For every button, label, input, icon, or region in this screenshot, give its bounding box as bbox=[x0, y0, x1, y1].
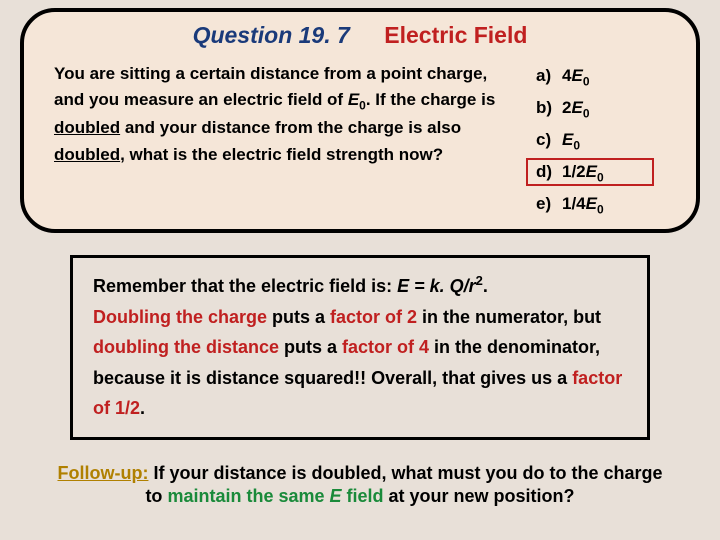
opt-b-var: E bbox=[571, 98, 582, 117]
opt-c-sub: 0 bbox=[573, 138, 580, 152]
explanation-box: Remember that the electric field is: E =… bbox=[70, 255, 650, 440]
ex-l2f: puts a bbox=[279, 337, 342, 357]
question-text: You are sitting a certain distance from … bbox=[54, 61, 496, 221]
ex-l2c: factor of 2 bbox=[330, 307, 417, 327]
option-c: c)E0 bbox=[536, 125, 666, 157]
q-p4: , what is the electric field strength no… bbox=[120, 145, 443, 164]
ex-l1sup: 2 bbox=[476, 273, 483, 288]
answer-highlight bbox=[526, 158, 654, 186]
opt-c-letter: c) bbox=[536, 125, 562, 156]
fu-green: maintain the same bbox=[167, 486, 329, 506]
option-e: e)1/4E0 bbox=[536, 189, 666, 221]
opt-c-var: E bbox=[562, 130, 573, 149]
opt-e-sub: 0 bbox=[597, 202, 604, 216]
opt-b-sub: 0 bbox=[583, 106, 590, 120]
ex-l2e: doubling the distance bbox=[93, 337, 279, 357]
ex-l1b: E = k. Q/r bbox=[397, 276, 476, 296]
option-b: b)2E0 bbox=[536, 93, 666, 125]
fu-p2: at your new position? bbox=[384, 486, 575, 506]
q-sub1: 0 bbox=[359, 99, 366, 113]
fu-ital: E bbox=[330, 486, 342, 506]
q-p3: and your distance from the charge is als… bbox=[120, 118, 461, 137]
opt-a-sub: 0 bbox=[583, 74, 590, 88]
question-content: You are sitting a certain distance from … bbox=[54, 61, 666, 221]
opt-e-letter: e) bbox=[536, 189, 562, 220]
q-u1: doubled bbox=[54, 118, 120, 137]
q-p2: . If the charge is bbox=[366, 90, 495, 109]
q-u2: doubled bbox=[54, 145, 120, 164]
opt-b-letter: b) bbox=[536, 93, 562, 124]
ex-l1c: . bbox=[483, 276, 488, 296]
explain-line2: Doubling the charge puts a factor of 2 i… bbox=[93, 302, 627, 424]
ex-l2b: puts a bbox=[267, 307, 330, 327]
question-topic: Electric Field bbox=[384, 22, 527, 48]
ex-l2j: . bbox=[140, 398, 145, 418]
question-box: Question 19. 7 Electric Field You are si… bbox=[20, 8, 700, 233]
followup-text: Follow-up: If your distance is doubled, … bbox=[50, 462, 670, 509]
ex-l2a: Doubling the charge bbox=[93, 307, 267, 327]
opt-e-var: E bbox=[586, 194, 597, 213]
explain-line1: Remember that the electric field is: E =… bbox=[93, 270, 627, 302]
q-var1: E bbox=[348, 90, 359, 109]
opt-a-var: E bbox=[571, 66, 582, 85]
fu-label: Follow-up: bbox=[57, 463, 148, 483]
question-number: Question 19. 7 bbox=[193, 22, 350, 48]
option-a: a)4E0 bbox=[536, 61, 666, 93]
options-list: a)4E0 b)2E0 c)E0 d)1/2E0 e)1/4E0 bbox=[536, 61, 666, 221]
ex-l2d: in the numerator, but bbox=[417, 307, 601, 327]
fu-green2: field bbox=[342, 486, 384, 506]
opt-e-pre: 1/4 bbox=[562, 194, 586, 213]
ex-l1a: Remember that the electric field is: bbox=[93, 276, 397, 296]
ex-l2g: factor of 4 bbox=[342, 337, 429, 357]
opt-a-letter: a) bbox=[536, 61, 562, 92]
title-row: Question 19. 7 Electric Field bbox=[54, 22, 666, 49]
